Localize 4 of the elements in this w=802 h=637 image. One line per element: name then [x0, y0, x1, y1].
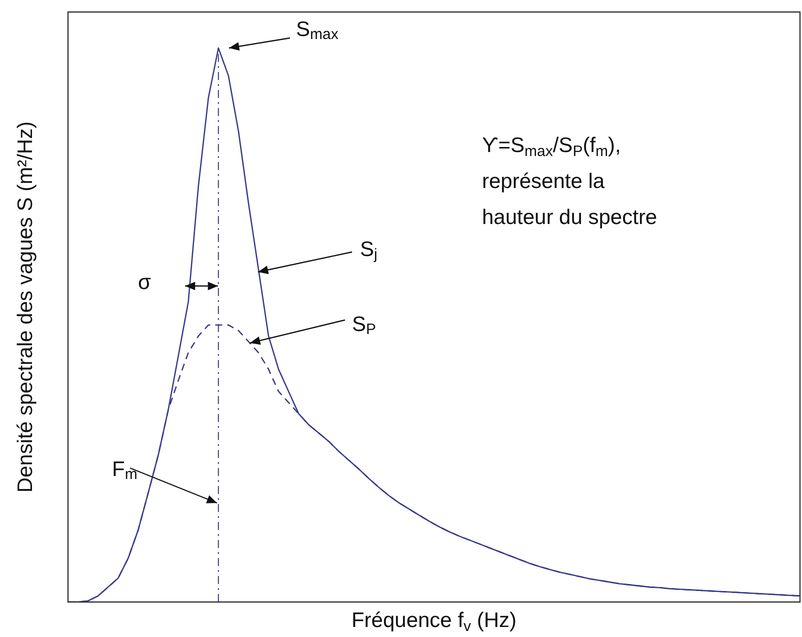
text: ϒ=S$_{max}$/S$_{P}$(f$_{m}$), représente la hauteur du spectre [482, 134, 658, 229]
annotation: σ [138, 270, 151, 294]
y-axis-title: Densité spectrale des vagues S (m²/Hz) [14, 121, 38, 493]
x-axis-title: Fréquence f$_{v}$ (Hz) [351, 609, 517, 635]
